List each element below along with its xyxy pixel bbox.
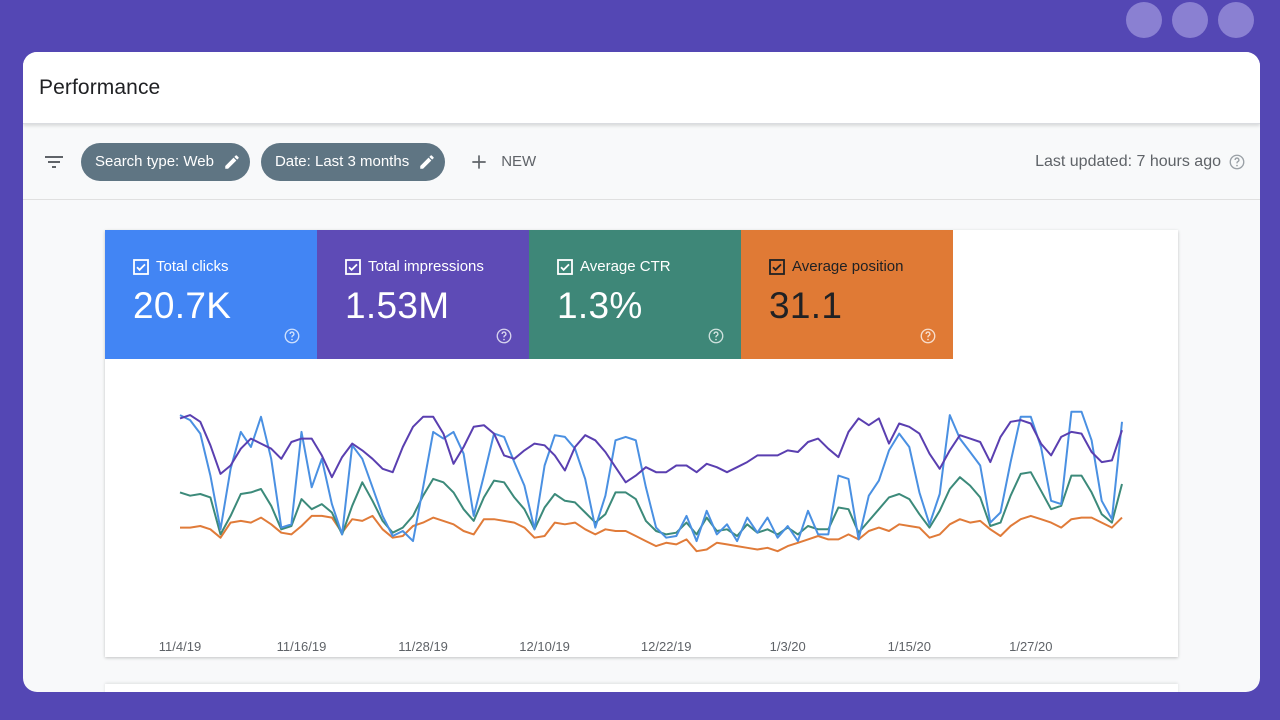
metric-average-ctr[interactable]: Average CTR 1.3% [529, 230, 741, 359]
filter-chip-date[interactable]: Date: Last 3 months [260, 142, 446, 181]
x-tick-label: 12/22/19 [641, 639, 692, 654]
filter-chip-search-type[interactable]: Search type: Web [81, 142, 250, 181]
window-dot[interactable] [1172, 2, 1208, 38]
help-icon[interactable] [707, 327, 725, 345]
x-tick-label: 1/15/20 [888, 639, 931, 654]
new-filter-label: NEW [501, 153, 537, 170]
pencil-icon [418, 153, 436, 171]
window-dot[interactable] [1126, 2, 1162, 38]
metric-label: Total clicks [156, 258, 229, 275]
window-controls [1126, 2, 1254, 38]
metric-average-position[interactable]: Average position 31.1 [741, 230, 953, 359]
plus-icon [469, 152, 489, 172]
x-tick-label: 11/28/19 [398, 639, 448, 654]
app-window: Performance Search type: Web Date: Last … [23, 52, 1260, 692]
metric-label: Total impressions [368, 258, 484, 275]
metric-value: 20.7K [133, 285, 232, 326]
x-tick-label: 1/27/20 [1009, 639, 1052, 654]
series-line-total-impressions[interactable] [179, 414, 1123, 484]
new-filter-button[interactable]: NEW [469, 152, 536, 172]
performance-chart: 11/4/19 11/16/19 11/28/19 12/10/19 12/22/19 1… [105, 359, 1178, 657]
metric-value: 1.3% [557, 285, 643, 326]
performance-card: Total clicks 20.7K Total impressions 1.5… [105, 230, 1178, 657]
page-header: Performance [23, 52, 1260, 124]
queries-card [105, 684, 1178, 692]
performance-chart-svg: 11/4/19 11/16/19 11/28/19 12/10/19 12/22/19 1… [159, 410, 1123, 654]
metric-label: Average position [792, 258, 904, 275]
x-tick-label: 11/16/19 [277, 639, 327, 654]
checkbox-checked-icon[interactable] [557, 258, 573, 275]
x-tick-label: 11/4/19 [159, 639, 201, 654]
metric-total-clicks[interactable]: Total clicks 20.7K [105, 230, 317, 359]
series-line-average-ctr[interactable] [179, 471, 1123, 537]
help-icon[interactable] [283, 327, 301, 345]
help-icon[interactable] [495, 327, 513, 345]
page-title: Performance [39, 75, 161, 99]
checkbox-checked-icon[interactable] [133, 258, 149, 275]
series-line-average-position[interactable] [180, 514, 1123, 553]
checkbox-checked-icon[interactable] [769, 258, 785, 275]
metric-label: Average CTR [580, 258, 671, 275]
last-updated-text: Last updated: 7 hours ago [1035, 153, 1221, 170]
series-line-total-clicks[interactable] [179, 410, 1123, 543]
filter-toolbar: Search type: Web Date: Last 3 months NEW… [23, 124, 1260, 200]
metric-value: 31.1 [769, 285, 843, 326]
x-tick-label: 1/3/20 [770, 639, 806, 654]
filter-chip-label: Search type: Web [95, 153, 214, 170]
filter-chip-label: Date: Last 3 months [274, 153, 410, 170]
window-dot[interactable] [1218, 2, 1254, 38]
x-tick-label: 12/10/19 [519, 639, 570, 654]
help-icon[interactable] [1228, 153, 1246, 171]
metric-total-impressions[interactable]: Total impressions 1.53M [317, 230, 529, 359]
filter-icon[interactable] [41, 149, 67, 175]
checkbox-checked-icon[interactable] [345, 258, 361, 275]
pencil-icon [223, 153, 241, 171]
help-icon[interactable] [919, 327, 937, 345]
last-updated: Last updated: 7 hours ago [1035, 124, 1246, 200]
metric-value: 1.53M [345, 285, 450, 326]
metric-tabs: Total clicks 20.7K Total impressions 1.5… [105, 230, 1178, 359]
